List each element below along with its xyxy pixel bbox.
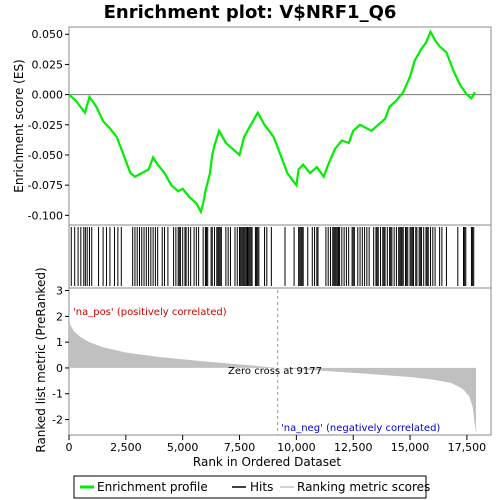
- positive-correlation-label: 'na_pos' (positively correlated): [73, 307, 227, 318]
- x-tick-label: 17,500: [448, 441, 487, 454]
- zero-cross-label: Zero cross at 9177: [228, 366, 322, 377]
- legend-hits-label: Hits: [250, 480, 273, 494]
- enrichment-score-panel: 0.0500.0250.000-0.025-0.050-0.075-0.100 …: [12, 26, 492, 226]
- metric-y-tick-label: 3: [56, 285, 63, 298]
- x-tick-label: 7,500: [224, 441, 256, 454]
- legend: Enrichment profile Hits Ranking metric s…: [73, 475, 430, 499]
- hits-panel: [68, 224, 492, 289]
- x-tick-label: 12,500: [334, 441, 373, 454]
- x-tick-label: 15,000: [391, 441, 430, 454]
- metric-y-tick-label: -2: [52, 414, 63, 427]
- metric-y-tick-label: 2: [56, 310, 63, 323]
- metric-y-tick-label: 1: [56, 336, 63, 349]
- es-y-tick-label: 0.025: [32, 58, 64, 71]
- legend-box: [73, 475, 427, 499]
- legend-metric-label: Ranking metric scores: [297, 480, 430, 494]
- es-y-tick-label: -0.050: [28, 149, 63, 162]
- x-tick-label: 2,500: [110, 441, 142, 454]
- ranked-metric-panel: 3 2 1 0 -1 -2 'na_pos' (positively correlated…: [34, 267, 492, 453]
- metric-y-axis-label: Ranked list metric (PreRanked): [34, 267, 48, 452]
- x-tick-label: 5,000: [167, 441, 199, 454]
- x-axis: 0 2,500 5,000 7,500 10,000 12,500 15,000 17,500: [66, 435, 487, 454]
- metric-y-tick-label: -1: [52, 388, 63, 401]
- enrichment-profile-line: [68, 29, 476, 215]
- chart-title: Enrichment plot: V$NRF1_Q6: [104, 2, 397, 23]
- es-y-tick-label: 0.000: [32, 89, 64, 102]
- es-y-tick-label: -0.075: [28, 179, 63, 192]
- ranking-metric-area: [69, 313, 476, 434]
- es-y-tick-label: -0.100: [28, 209, 63, 222]
- es-y-tick-label: -0.025: [28, 119, 63, 132]
- x-tick-label: 0: [66, 441, 73, 454]
- es-y-tick-label: 0.050: [32, 28, 64, 41]
- negative-correlation-label: 'na_neg' (negatively correlated): [281, 423, 440, 434]
- x-tick-label: 10,000: [277, 441, 316, 454]
- metric-y-tick-label: 0: [56, 362, 63, 375]
- x-axis-label: Rank in Ordered Dataset: [193, 455, 341, 469]
- es-plot-frame: [68, 26, 492, 226]
- es-y-axis-label: Enrichment score (ES): [12, 59, 26, 192]
- legend-enrichment-label: Enrichment profile: [97, 480, 208, 494]
